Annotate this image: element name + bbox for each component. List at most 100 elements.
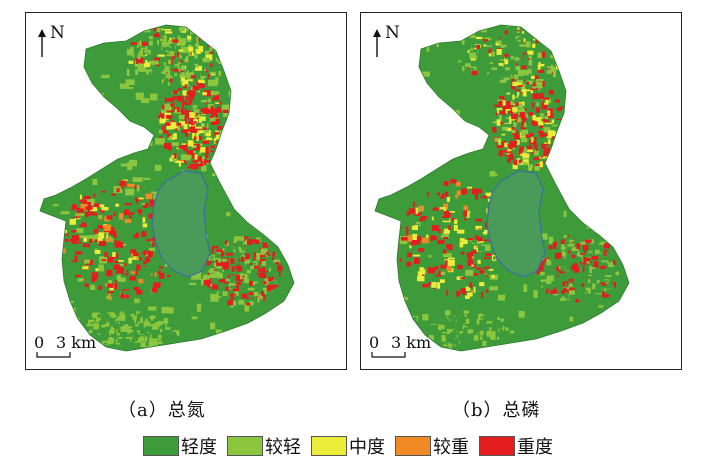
patch (182, 90, 188, 96)
patch (92, 272, 98, 275)
patch (533, 144, 538, 148)
patch (440, 333, 447, 336)
patch (423, 279, 429, 284)
patch (499, 55, 504, 60)
patch (498, 63, 504, 66)
patch (161, 318, 169, 324)
patch (549, 55, 554, 59)
patch (69, 219, 76, 225)
patch (129, 323, 133, 327)
patch (499, 334, 502, 338)
patch (181, 154, 191, 161)
patch (467, 186, 473, 189)
patch (129, 47, 134, 53)
patch (186, 150, 194, 155)
patch (172, 100, 175, 106)
patch (478, 325, 482, 331)
patch (540, 280, 548, 282)
patch (249, 295, 252, 300)
patch (452, 321, 460, 326)
patch (542, 101, 544, 107)
patch (130, 313, 135, 317)
patch (459, 43, 463, 48)
patch (511, 113, 518, 120)
patch (449, 211, 455, 213)
patch (134, 64, 141, 67)
patch (530, 52, 537, 56)
patch (131, 257, 139, 260)
patch (93, 229, 99, 234)
patch (594, 245, 603, 247)
patch (502, 152, 509, 157)
patch (541, 36, 544, 38)
patch (413, 289, 421, 297)
patch (461, 39, 467, 45)
patch (95, 320, 101, 326)
patch (115, 342, 120, 345)
patch (471, 256, 475, 259)
patch (510, 56, 516, 60)
north-arrow: N (373, 23, 413, 63)
patch (507, 147, 515, 154)
patch (90, 284, 96, 290)
patch (529, 68, 534, 73)
patch (191, 64, 195, 70)
patch (302, 125, 307, 133)
patch (504, 155, 508, 157)
patch (246, 302, 251, 306)
patch (176, 53, 183, 59)
patch (505, 50, 510, 54)
patch (510, 61, 515, 68)
patch (216, 248, 223, 253)
patch (101, 190, 106, 193)
patch (557, 249, 562, 253)
patch (70, 141, 77, 144)
patch (442, 215, 449, 219)
patch (106, 215, 113, 220)
patch (189, 163, 193, 169)
patch (139, 211, 142, 216)
patch (234, 47, 237, 50)
patch (106, 269, 113, 277)
patch (434, 326, 436, 333)
patch (592, 283, 600, 290)
patch (143, 62, 151, 68)
patch (551, 124, 559, 127)
patch (465, 318, 470, 324)
patch (576, 251, 581, 257)
legend-item-severe: 重度 (479, 433, 559, 459)
patch (204, 274, 210, 280)
patch (164, 66, 170, 72)
patch (227, 39, 231, 42)
patch (242, 145, 245, 152)
patch (400, 101, 404, 106)
patch (282, 313, 287, 318)
patch (571, 302, 578, 308)
patch (194, 123, 197, 126)
patch (504, 142, 508, 148)
patch (509, 140, 517, 144)
patch (460, 247, 467, 250)
patch (498, 66, 503, 72)
patch (179, 126, 185, 130)
patch (563, 289, 571, 292)
patch (252, 242, 255, 245)
patch (254, 239, 260, 244)
patch (94, 203, 101, 208)
patch (253, 84, 257, 89)
patch (228, 90, 238, 97)
patch (119, 180, 127, 187)
patch (176, 106, 180, 113)
patch (596, 238, 601, 244)
patch (451, 218, 456, 221)
patch (233, 237, 237, 243)
patch (517, 70, 524, 77)
patch (586, 234, 590, 238)
patch (567, 283, 574, 290)
patch (77, 213, 81, 217)
patch (532, 59, 537, 65)
patch (91, 212, 98, 216)
patch (433, 192, 441, 199)
patch (431, 282, 437, 288)
patch (564, 57, 568, 60)
